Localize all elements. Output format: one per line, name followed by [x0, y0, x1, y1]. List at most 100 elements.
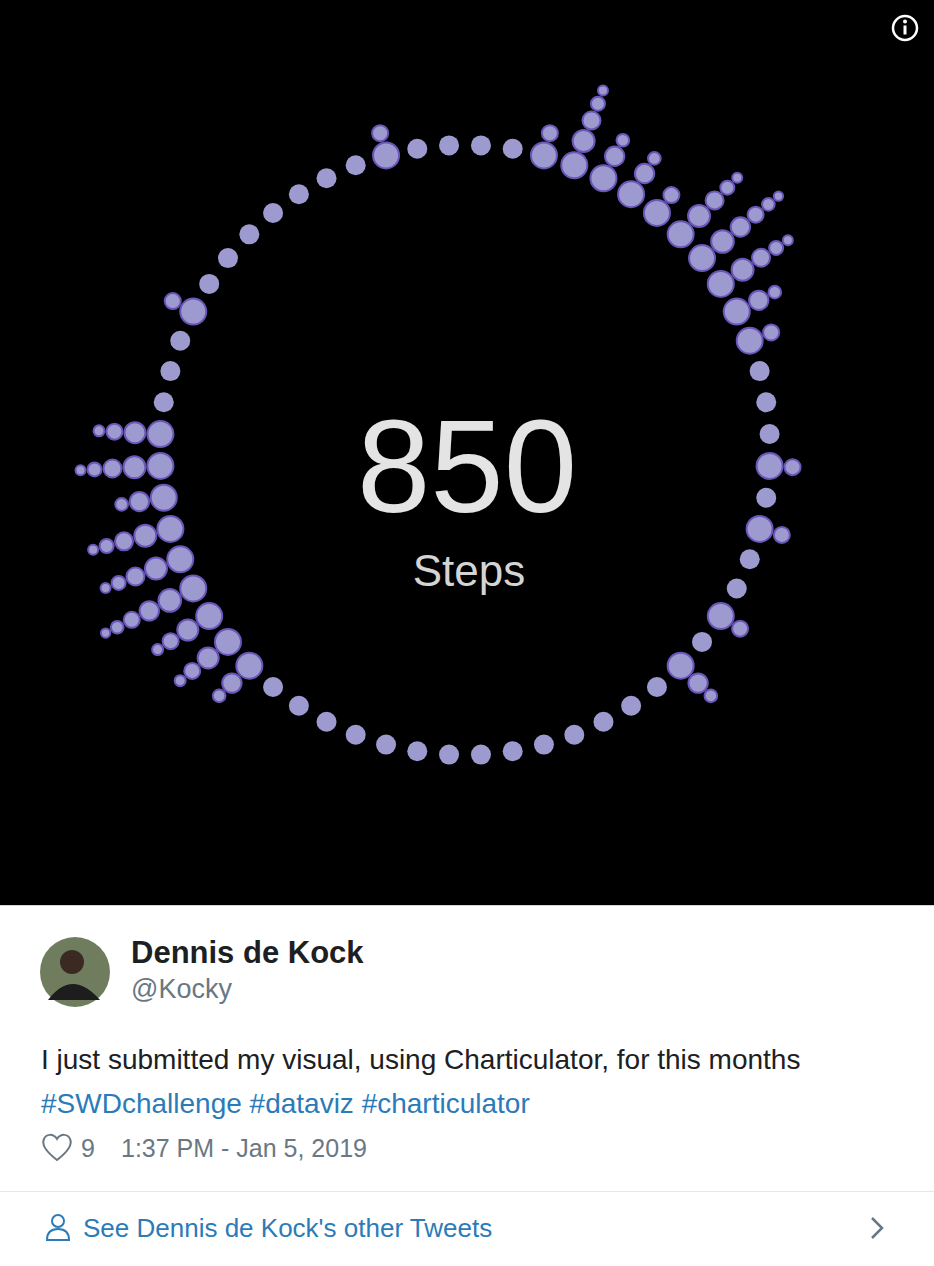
step-dot: [376, 735, 396, 755]
step-dot: [439, 745, 459, 765]
step-dot: [708, 603, 734, 629]
step-dot: [752, 249, 770, 267]
step-dot: [774, 192, 783, 201]
step-dot: [111, 621, 124, 634]
avatar[interactable]: [40, 937, 110, 1007]
step-dot: [124, 422, 145, 443]
step-dot: [115, 498, 128, 511]
divider: [0, 905, 934, 906]
like-icon[interactable]: [43, 1135, 70, 1160]
step-dot: [648, 152, 661, 165]
step-dot: [158, 589, 181, 612]
step-dot: [152, 644, 163, 655]
step-dot: [769, 241, 783, 255]
info-icon-dot[interactable]: [903, 20, 907, 24]
chevron[interactable]: [872, 1218, 882, 1238]
step-dot: [531, 142, 557, 168]
step-dot: [317, 168, 337, 188]
step-dot: [215, 629, 241, 655]
step-dot: [147, 453, 173, 479]
step-dot: [731, 217, 750, 236]
step-dot: [617, 134, 630, 147]
info-icon-bar[interactable]: [904, 26, 907, 35]
step-dot: [263, 203, 283, 223]
step-dot: [737, 328, 763, 354]
step-dot: [372, 125, 388, 141]
step-dot: [134, 525, 156, 547]
author-name[interactable]: Dennis de Kock: [131, 935, 364, 971]
hashtag[interactable]: #dataviz: [250, 1088, 354, 1119]
step-dot: [103, 459, 121, 477]
avatar-body[interactable]: [48, 984, 100, 1000]
divider: [0, 1191, 934, 1192]
dot-rings: [76, 86, 801, 765]
step-dot: [583, 111, 601, 129]
step-dot: [175, 675, 186, 686]
step-dot: [711, 230, 734, 253]
person-icon-head[interactable]: [52, 1215, 64, 1227]
step-dot: [213, 690, 226, 703]
step-dot: [163, 633, 179, 649]
step-dot: [407, 139, 427, 159]
step-dot: [373, 142, 399, 168]
step-dot: [564, 725, 584, 745]
step-dot: [747, 516, 773, 542]
step-dot: [177, 620, 198, 641]
author-handle[interactable]: @Kocky: [131, 974, 232, 1005]
step-dot: [101, 583, 111, 593]
step-dot: [503, 741, 523, 761]
step-dot: [727, 578, 747, 598]
step-dot: [593, 712, 613, 732]
tweet-text: I just submitted my visual, using Charti…: [41, 1038, 841, 1126]
step-dot: [647, 677, 667, 697]
step-dot: [732, 259, 754, 281]
step-dot: [762, 198, 775, 211]
step-dot: [618, 181, 644, 207]
person-icon-body[interactable]: [47, 1229, 69, 1240]
step-dot: [768, 286, 781, 299]
step-dot: [263, 677, 283, 697]
step-dot: [106, 424, 122, 440]
step-dot: [115, 532, 133, 550]
step-dot: [561, 152, 587, 178]
step-dot: [783, 235, 793, 245]
step-dot: [573, 130, 595, 152]
step-dot: [145, 558, 167, 580]
footer-link[interactable]: See Dennis de Kock's other Tweets: [83, 1213, 492, 1244]
step-dot: [124, 612, 140, 628]
step-dot: [605, 147, 624, 166]
step-dot: [112, 576, 126, 590]
step-dot: [749, 291, 768, 310]
hashtag[interactable]: #SWDchallenge: [41, 1088, 242, 1119]
step-dot: [147, 421, 173, 447]
timestamp[interactable]: 1:37 PM - Jan 5, 2019: [121, 1134, 367, 1163]
step-dot: [100, 539, 114, 553]
step-dot: [346, 725, 366, 745]
step-dot: [101, 628, 110, 637]
step-dot: [756, 392, 776, 412]
step-dot: [346, 155, 366, 175]
step-dot: [785, 459, 801, 475]
step-dot: [199, 274, 219, 294]
info-icon-ring[interactable]: [893, 16, 917, 40]
step-dot: [760, 424, 780, 444]
avatar-head[interactable]: [60, 950, 84, 974]
step-dot: [534, 735, 554, 755]
center-label: Steps: [413, 546, 526, 595]
step-dot: [154, 392, 174, 412]
step-dot: [750, 361, 770, 381]
step-dot: [542, 125, 558, 141]
step-dot: [692, 632, 712, 652]
like-count[interactable]: 9: [81, 1134, 95, 1163]
step-dot: [689, 245, 715, 271]
avatar-bg[interactable]: [40, 937, 110, 1007]
step-dot: [157, 516, 183, 542]
step-dot: [740, 549, 760, 569]
person-icon[interactable]: [47, 1215, 69, 1240]
step-dot: [748, 207, 764, 223]
step-dot: [88, 462, 102, 476]
chart-background: [0, 0, 934, 905]
info-icon[interactable]: [893, 16, 917, 40]
hashtag[interactable]: #charticulator: [362, 1088, 530, 1119]
step-dot: [590, 165, 616, 191]
